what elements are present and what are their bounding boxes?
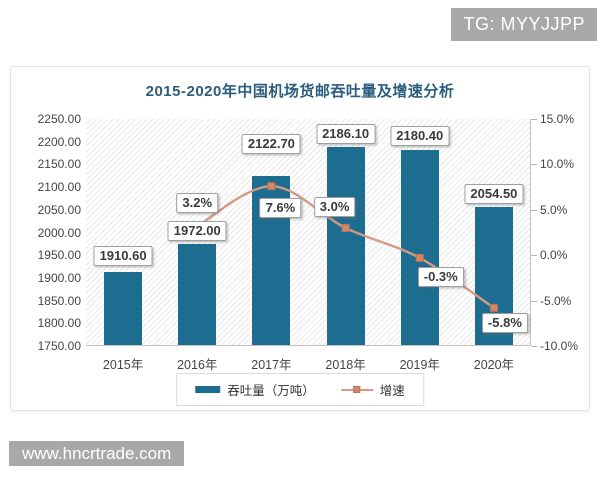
bar-value-label-2017: 2122.70 — [241, 133, 301, 154]
bar-value-label-2020: 2054.50 — [464, 183, 524, 204]
legend-throughput-label: 吞吐量（万吨） — [227, 384, 315, 398]
y-axis-right-tick — [531, 300, 537, 302]
x-axis-label-2018: 2018年 — [325, 358, 366, 372]
y-axis-right-label: 0.0% — [540, 248, 568, 263]
y-axis-left-label: 1750.00 — [37, 339, 81, 353]
y-axis-left-label: 1950.00 — [37, 248, 81, 263]
y-axis-left-label: 1900.00 — [37, 270, 81, 285]
chart-panel: 2015-2020年中国机场货邮吞吐量及增速分析 1910.60 1972.00 2… — [10, 66, 590, 411]
y-axis-right-tick — [531, 164, 537, 166]
y-axis-right-label: 10.0% — [540, 157, 575, 172]
bar-2016 — [178, 244, 217, 345]
bar-value-label-2015: 1910.60 — [93, 246, 153, 267]
x-axis-label-2015: 2015年 — [102, 358, 144, 372]
bar-2018 — [326, 147, 365, 345]
y-axis-right-tick — [531, 346, 537, 347]
x-axis-label-2017: 2017年 — [251, 358, 292, 372]
bar-value-label-2019: 2180.40 — [390, 125, 450, 146]
plot-area: 1910.60 1972.00 2122.70 2186.10 2180.40 2054.… — [86, 119, 531, 346]
legend-item-growth: 增速 — [340, 380, 405, 399]
y-axis-left-label: 1850.00 — [37, 293, 81, 308]
y-axis-left-label: 2100.00 — [37, 180, 81, 195]
x-axis-label-2016: 2016年 — [177, 358, 218, 372]
watermark-url: www.hncrtrade.com — [9, 441, 185, 466]
y-axis-right-tick — [531, 209, 537, 211]
legend-line-swatch-icon — [340, 385, 373, 394]
bar-2019 — [400, 149, 439, 345]
y-axis-right-label: -5.0% — [540, 293, 572, 308]
y-axis-right-label: -10.0% — [540, 339, 579, 353]
growth-value-label-2017: 7.6% — [259, 198, 302, 219]
legend: 吞吐量（万吨） 增速 — [176, 373, 424, 406]
legend-growth-label: 增速 — [379, 384, 405, 398]
y-axis-left-label: 2000.00 — [37, 225, 81, 240]
growth-value-label-2016: 3.2% — [176, 193, 219, 214]
watermark-tg: TG: MYYJJPP — [451, 8, 597, 41]
legend-item-throughput: 吞吐量（万吨） — [195, 380, 315, 399]
x-axis-label-2020: 2020年 — [473, 358, 515, 372]
growth-line-layer — [193, 182, 498, 312]
growth-value-label-2018: 3.0% — [313, 196, 356, 217]
y-axis-left-label: 2250.00 — [37, 112, 81, 126]
y-axis-right-tick — [531, 119, 537, 120]
bar-value-label-2016: 1972.00 — [167, 221, 227, 242]
x-axis-label-2019: 2019年 — [399, 358, 440, 372]
y-axis-left-label: 1800.00 — [37, 316, 81, 331]
y-axis-left-label: 2200.00 — [37, 134, 81, 149]
growth-marker-2018 — [341, 223, 350, 232]
bar-value-label-2018: 2186.10 — [316, 124, 376, 145]
y-axis-left-label: 2050.00 — [37, 202, 81, 217]
legend-bar-swatch-icon — [195, 386, 221, 393]
growth-marker-2020 — [489, 303, 498, 312]
y-axis-left-label: 2150.00 — [37, 157, 81, 172]
y-axis-right-label: 15.0% — [540, 112, 575, 126]
growth-value-label-2020: -5.8% — [481, 312, 528, 333]
y-axis-right-label: 5.0% — [540, 202, 568, 217]
chart-title: 2015-2020年中国机场货邮吞吐量及增速分析 — [145, 83, 455, 100]
growth-value-label-2019: -0.3% — [417, 266, 464, 287]
bar-2015 — [104, 272, 143, 345]
growth-marker-2019 — [415, 253, 424, 262]
y-axis-right-tick — [531, 255, 537, 257]
growth-marker-2017 — [267, 182, 276, 191]
